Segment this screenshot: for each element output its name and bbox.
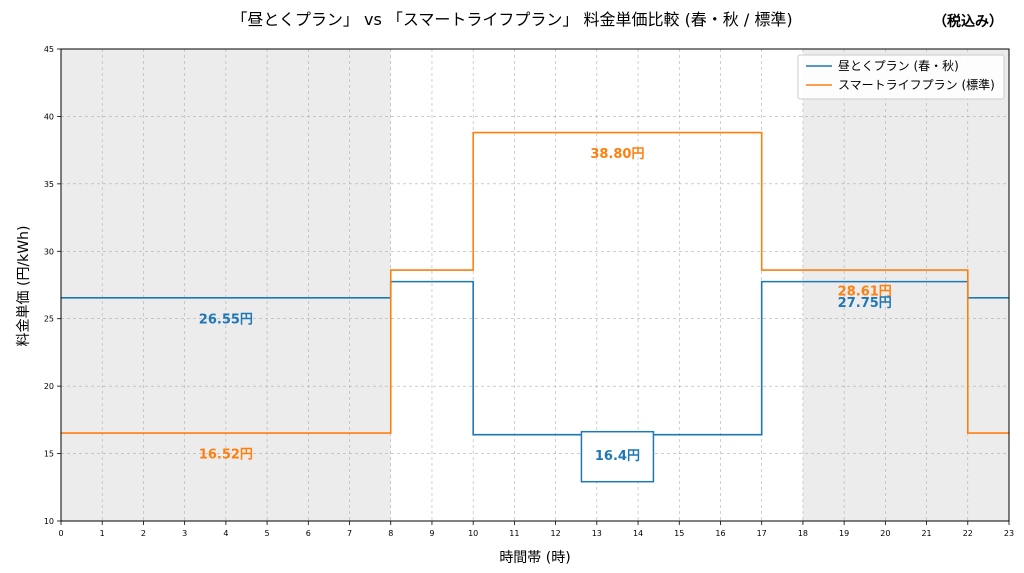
y-tick-label: 20: [44, 382, 54, 391]
y-tick-label: 40: [44, 112, 54, 121]
x-tick-label: 5: [265, 529, 270, 538]
x-tick-label: 7: [347, 529, 352, 538]
y-tick-label: 15: [44, 450, 54, 459]
x-tick-label: 8: [388, 529, 393, 538]
y-tick-label: 10: [44, 517, 54, 526]
data-label: 26.55円: [199, 312, 253, 327]
x-tick-label: 2: [141, 529, 146, 538]
y-tick-label: 45: [44, 45, 54, 54]
x-tick-label: 11: [509, 529, 519, 538]
x-tick-label: 0: [58, 529, 63, 538]
x-tick-label: 21: [921, 529, 931, 538]
series-line: [61, 131, 1009, 434]
data-label: 16.4円: [595, 449, 640, 464]
legend-label-series-1: 昼とくプラン (春・秋): [838, 59, 959, 73]
y-tick-label: 35: [44, 180, 54, 189]
x-tick-label: 13: [592, 529, 602, 538]
x-axis-title: 時間帯 (時): [499, 550, 570, 566]
x-tick-label: 22: [963, 529, 973, 538]
tax-note: （税込み）: [933, 13, 1003, 30]
x-tick-label: 14: [633, 529, 643, 538]
data-label: 16.52円: [199, 448, 253, 463]
x-tick-label: 12: [551, 529, 561, 538]
x-tick-label: 1: [100, 529, 105, 538]
y-tick-label: 30: [44, 247, 54, 256]
x-tick-label: 3: [182, 529, 187, 538]
data-label: 38.80円: [590, 147, 644, 162]
tick-layer: 0 1 2 3 4 5 6 7 8 9 10 11 12 13 14 15 16 17 18 19 20 21 22 2310…: [44, 45, 1014, 538]
chart-title: 「昼とくプラン」 vs 「スマートライフプラン」 料金単価比較 (春・秋 / 標…: [231, 10, 792, 29]
data-label-box: [580, 430, 655, 483]
x-tick-label: 15: [674, 529, 684, 538]
x-tick-label: 20: [880, 529, 890, 538]
x-tick-label: 6: [306, 529, 311, 538]
legend: 昼とくプラン (春・秋) スマートライフプラン (標準): [797, 54, 1005, 100]
y-tick-label: 25: [44, 315, 54, 324]
plot-frame: [60, 48, 1010, 522]
x-tick-label: 9: [429, 529, 434, 538]
x-tick-label: 17: [757, 529, 767, 538]
shaded-region: [802, 49, 1009, 521]
x-tick-label: 4: [223, 529, 228, 538]
x-tick-label: 18: [798, 529, 808, 538]
x-tick-label: 19: [839, 529, 849, 538]
x-tick-label: 16: [715, 529, 725, 538]
data-label: 27.75円: [838, 296, 892, 311]
x-tick-label: 23: [1004, 529, 1014, 538]
legend-box: [797, 54, 1005, 100]
data-label: 28.61円: [838, 285, 892, 300]
x-tick-label: 10: [468, 529, 478, 538]
legend-label-series-2: スマートライフプラン (標準): [838, 77, 995, 92]
y-axis-title: 料金単価 (円/kWh): [16, 226, 32, 347]
